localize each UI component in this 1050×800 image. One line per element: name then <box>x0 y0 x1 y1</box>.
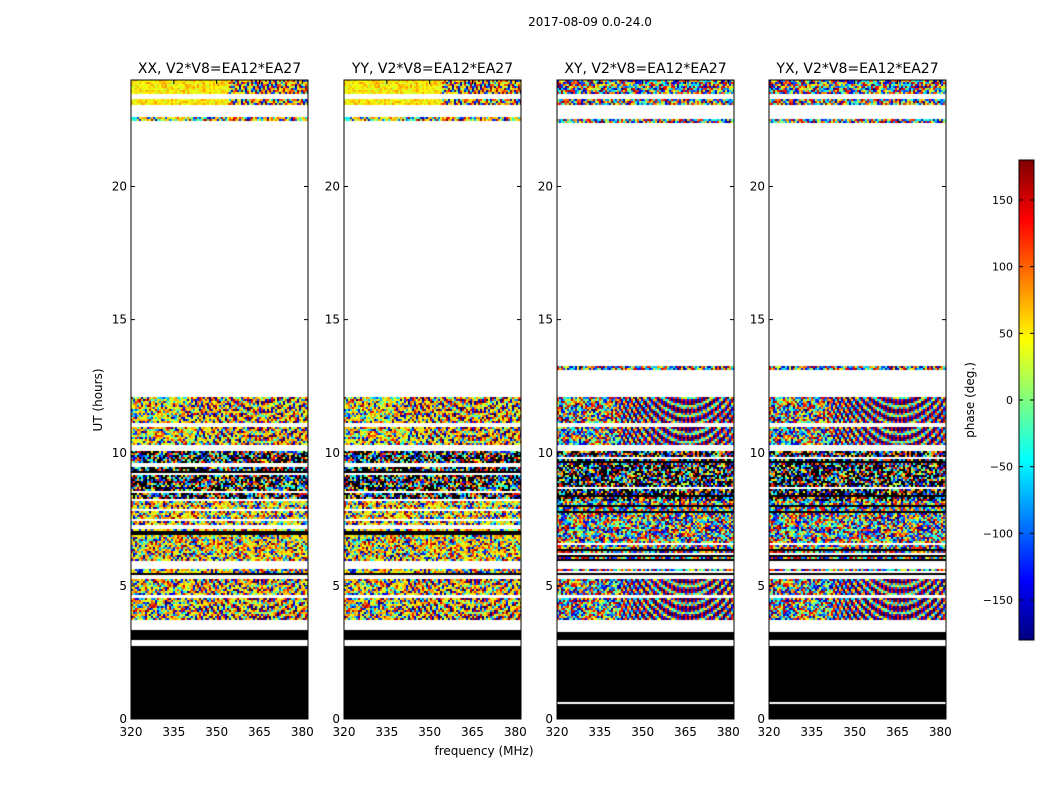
x-tick-label: 320 <box>758 725 781 739</box>
y-tick-label: 5 <box>757 579 765 593</box>
panel-image <box>557 80 734 719</box>
y-axis-label: UT (hours) <box>91 368 105 431</box>
x-tick-label: 365 <box>674 725 697 739</box>
x-tick-label: 380 <box>929 725 952 739</box>
x-tick-label: 365 <box>886 725 909 739</box>
y-tick-label: 0 <box>119 712 127 726</box>
colorbar-tick-label: 100 <box>992 261 1013 274</box>
y-tick-label: 10 <box>538 446 553 460</box>
y-tick-label: 5 <box>119 579 127 593</box>
y-tick-label: 0 <box>757 712 765 726</box>
y-tick-label: 20 <box>750 180 765 194</box>
y-tick-label: 10 <box>750 446 765 460</box>
colorbar: 150 100 50 0 −50 −100 −150 <box>983 159 1035 641</box>
x-tick-label: 380 <box>291 725 314 739</box>
panels: XX, V2*V8=EA12*EA27 320 335 350 365 380 0 5 10 15… <box>112 61 952 739</box>
x-tick-label: 350 <box>631 725 654 739</box>
x-tick-label: 335 <box>162 725 185 739</box>
panel-frame <box>130 79 309 720</box>
x-axis-label: frequency (MHz) <box>434 744 533 758</box>
y-tick-label: 15 <box>325 313 340 327</box>
panel-image <box>344 80 521 719</box>
y-tick-label: 20 <box>325 180 340 194</box>
x-tick-label: 350 <box>205 725 228 739</box>
y-tick-label: 5 <box>332 579 340 593</box>
y-tick-label: 0 <box>332 712 340 726</box>
colorbar-tick-label: 0 <box>1006 394 1013 407</box>
panel-1: YY, V2*V8=EA12*EA27 320 335 350 365 380 0 5 10 15… <box>325 61 527 739</box>
colorbar-tick-label: 150 <box>992 194 1013 207</box>
colorbar-tick-label: 50 <box>999 327 1013 340</box>
y-tick-label: 5 <box>545 579 553 593</box>
y-tick-label: 15 <box>112 313 127 327</box>
y-tick-label: 15 <box>750 313 765 327</box>
x-tick-label: 335 <box>375 725 398 739</box>
x-tick-label: 350 <box>418 725 441 739</box>
y-tick-label: 20 <box>538 180 553 194</box>
y-tick-label: 0 <box>545 712 553 726</box>
y-tick-label: 10 <box>112 446 127 460</box>
x-tick-label: 320 <box>333 725 356 739</box>
panel-frame <box>556 79 735 720</box>
panel-image <box>769 80 946 719</box>
y-tick-label: 20 <box>112 180 127 194</box>
x-tick-label: 380 <box>717 725 740 739</box>
x-tick-label: 365 <box>248 725 271 739</box>
x-tick-label: 320 <box>546 725 569 739</box>
colorbar-label: phase (deg.) <box>963 362 977 438</box>
colorbar-tick-label: −150 <box>983 594 1013 607</box>
x-tick-label: 335 <box>588 725 611 739</box>
y-tick-label: 10 <box>325 446 340 460</box>
x-tick-label: 350 <box>843 725 866 739</box>
figure-suptitle: 2017-08-09 0.0-24.0 <box>528 15 652 29</box>
panel-title: YY, V2*V8=EA12*EA27 <box>351 61 513 77</box>
x-tick-label: 380 <box>504 725 527 739</box>
x-tick-label: 320 <box>120 725 143 739</box>
colorbar-tick-label: −100 <box>983 527 1013 540</box>
y-tick-label: 15 <box>538 313 553 327</box>
panel-title: XY, V2*V8=EA12*EA27 <box>564 61 726 77</box>
colorbar-tick-label: −50 <box>990 461 1013 474</box>
panel-title: XX, V2*V8=EA12*EA27 <box>138 61 301 77</box>
panel-frame <box>768 79 947 720</box>
panel-2: XY, V2*V8=EA12*EA27 320 335 350 365 380 0 5 10 15… <box>538 61 740 739</box>
panel-frame <box>343 79 522 720</box>
panel-3: YX, V2*V8=EA12*EA27 320 335 350 365 380 0 5 10 15… <box>750 61 952 739</box>
panel-0: XX, V2*V8=EA12*EA27 320 335 350 365 380 0 5 10 15… <box>112 61 314 739</box>
panel-title: YX, V2*V8=EA12*EA27 <box>775 61 938 77</box>
x-tick-label: 335 <box>800 725 823 739</box>
x-tick-label: 365 <box>461 725 484 739</box>
panel-image <box>131 80 308 719</box>
